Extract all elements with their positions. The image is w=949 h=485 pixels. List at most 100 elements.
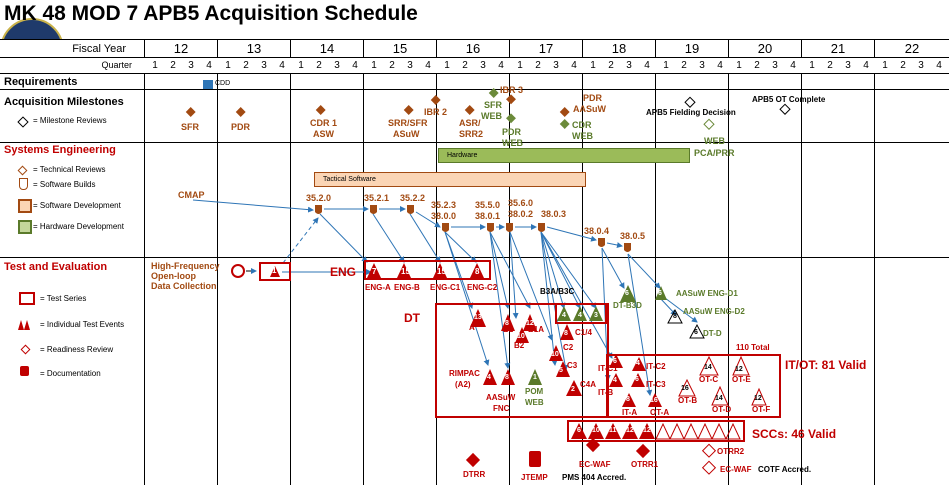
c14-label: C1/4 — [575, 328, 592, 337]
pdr-asuw-sub-label: AASuW — [573, 104, 606, 114]
ibr3-label: IBR 3 — [500, 85, 524, 95]
quarter-cell: 4 — [571, 60, 577, 71]
pom-web-label: WEB — [525, 398, 544, 407]
quarter-cell: 2 — [316, 60, 322, 71]
quarter-cell: 2 — [900, 60, 906, 71]
total-110-label: 110 Total — [736, 343, 770, 352]
pms404-label: PMS 404 Accred. — [562, 473, 627, 482]
build-35-2-3: 35.2.3 — [431, 200, 457, 210]
build-35-2-1: 35.2.1 — [364, 193, 390, 203]
dt-5: 5 — [559, 367, 563, 374]
asuw-eng-d2-label: AASuW ENG-D2 — [683, 307, 745, 316]
build-35-2-0: 35.2.0 — [306, 193, 332, 203]
quarter-cell: 2 — [535, 60, 541, 71]
it-8: 8 — [626, 396, 630, 403]
software-dev-legend-icon — [18, 199, 32, 213]
dt-a-label: A — [469, 323, 475, 332]
quarter-cell: 4 — [936, 60, 942, 71]
quarter-cell: 1 — [590, 60, 596, 71]
dt-6a: 6 — [625, 290, 629, 297]
ibr2-label: IBR 2 — [424, 107, 448, 117]
cmap-label: CMAP — [178, 190, 205, 200]
section-test-evaluation: Test and Evaluation — [4, 261, 108, 273]
dt-4b: 4 — [578, 312, 582, 319]
ot-12c: 12 — [754, 395, 762, 402]
dt-b1-label: B1 — [503, 325, 514, 334]
quarter-cell: 2 — [462, 60, 468, 71]
ec-waf-label: EC-WAF — [579, 460, 611, 469]
quarter-cell: 2 — [681, 60, 687, 71]
ot-a-label: OT-A — [650, 408, 670, 417]
section-systems-engineering: Systems Engineering — [4, 144, 116, 156]
scc-10: 10 — [592, 427, 600, 434]
eng-7: 7 — [372, 267, 377, 276]
build-38-0-0: 38.0.0 — [431, 211, 457, 221]
quarter-cell: 2 — [608, 60, 614, 71]
hardware-dev-legend-icon — [18, 220, 32, 234]
it-a-label: IT-A — [622, 408, 638, 417]
scc-11: 11 — [609, 427, 617, 434]
documentation-legend-icon — [20, 366, 29, 376]
dt-13: 13 — [474, 314, 482, 321]
srr-sfr-label: SRR/SFR — [388, 118, 428, 128]
pom-label: POM — [525, 387, 544, 396]
tactical-software-bar: Tactical Software — [314, 172, 586, 187]
year-14: 14 — [290, 40, 363, 57]
legend-hardware-dev: = Hardware Development — [33, 222, 124, 231]
year-21: 21 — [801, 40, 874, 57]
eng-8: 8 — [475, 267, 480, 276]
legend-technical: = Technical Reviews — [33, 165, 106, 174]
navy-seal-logo — [0, 18, 62, 40]
quarter-cell: 3 — [553, 60, 559, 71]
cdr-web-sub-label: WEB — [572, 131, 593, 141]
ot-12: 12 — [735, 366, 743, 373]
fiscal-year-row: Fiscal Year 12 13 14 15 16 17 18 19 20 2… — [0, 39, 949, 58]
a2-label: (A2) — [455, 380, 471, 389]
it-b-label: IT-B — [598, 388, 614, 397]
c4a-label: C4A — [580, 380, 597, 389]
legend-documentation: = Documentation — [40, 369, 101, 378]
dt-d-label: DT-D — [703, 329, 722, 338]
eng-15b: 15 — [437, 267, 446, 276]
otrr2-label: OTRR2 — [717, 447, 745, 456]
ot-f-label: OT-F — [752, 405, 771, 414]
section-acquisition: Acquisition Milestones — [4, 96, 124, 108]
quarter-cell: 2 — [754, 60, 760, 71]
build-35-5-0: 35.5.0 — [475, 200, 501, 210]
pdr-web-label: PDR — [502, 127, 522, 137]
legend-readiness: = Readiness Review — [40, 345, 114, 354]
eng-d2-8: 8 — [673, 313, 677, 320]
page-title: MK 48 MOD 7 APB5 Acquisition Schedule — [4, 2, 418, 25]
eng-a-label: ENG-A — [365, 283, 391, 292]
quarter-cell: 3 — [845, 60, 851, 71]
quarter-cell: 4 — [790, 60, 796, 71]
asr-label: ASR/ — [459, 118, 481, 128]
cdd-doc-icon — [203, 80, 213, 89]
ot-16: 16 — [650, 397, 658, 404]
section-requirements: Requirements — [4, 76, 78, 88]
year-19: 19 — [655, 40, 728, 57]
quarter-cell: 4 — [352, 60, 358, 71]
fiscal-year-label: Fiscal Year — [72, 43, 126, 55]
cotf-label: COTF Accred. — [758, 465, 812, 474]
quarter-cell: 3 — [772, 60, 778, 71]
build-38-0-4: 38.0.4 — [584, 226, 610, 236]
dt-label: DT — [404, 311, 420, 325]
eng-c2-label: ENG-C2 — [467, 283, 498, 292]
asuw-eng-d1-label: AASuW ENG-D1 — [676, 289, 738, 298]
quarter-cell: 3 — [188, 60, 194, 71]
asuw-label: ASuW — [393, 129, 420, 139]
legend-software-dev: = Software Development — [33, 201, 121, 210]
quarter-cell: 4 — [279, 60, 285, 71]
ot-d-label: OT-D — [712, 405, 732, 414]
test-1-label: 1 — [272, 266, 277, 275]
b3a-b3c-label: B3A/B3C — [540, 287, 575, 296]
pdr-asuw-label: PDR — [583, 93, 603, 103]
sfr-web-sub-label: WEB — [481, 111, 502, 121]
sccs-valid-label: SCCs: 46 Valid — [752, 427, 837, 441]
eng-label: ENG — [330, 265, 357, 279]
year-13: 13 — [217, 40, 290, 57]
it-c2-label: IT-C2 — [646, 362, 666, 371]
ot-complete-label: APB5 OT Complete — [752, 95, 826, 104]
